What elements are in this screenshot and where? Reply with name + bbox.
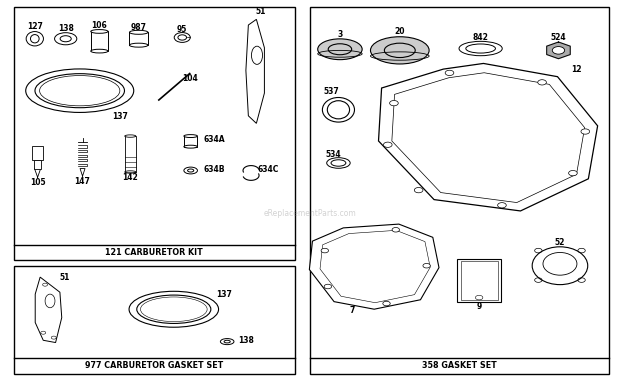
Text: 121 CARBURETOR KIT: 121 CARBURETOR KIT [105,248,203,257]
Polygon shape [379,63,598,211]
Bar [184,136,197,147]
Text: 147: 147 [74,177,91,186]
Polygon shape [309,224,439,309]
Bar [125,136,136,172]
Text: 842: 842 [472,33,489,42]
Text: 537: 537 [323,87,339,96]
Bar [14,7,294,261]
Text: 634A: 634A [203,135,225,144]
Text: 358 GASKET SET: 358 GASKET SET [422,361,497,370]
Bar [14,266,294,374]
Text: 977 CARBURETOR GASKET SET: 977 CARBURETOR GASKET SET [85,361,223,370]
Bar [310,7,609,374]
Circle shape [423,263,430,268]
Text: 95: 95 [177,25,187,34]
Text: 524: 524 [551,33,566,42]
Polygon shape [35,277,62,343]
Circle shape [321,248,329,253]
Text: 3: 3 [337,30,343,38]
Text: 138: 138 [237,336,254,345]
Ellipse shape [317,39,362,60]
Ellipse shape [371,37,429,64]
Text: 142: 142 [122,173,138,182]
Circle shape [389,101,398,106]
Text: 137: 137 [216,290,232,299]
Circle shape [383,301,390,306]
Bar [32,146,43,160]
Bar [457,259,502,302]
Text: 9: 9 [477,302,482,311]
Text: 634C: 634C [258,165,279,174]
Circle shape [569,170,577,176]
Ellipse shape [184,145,197,148]
Text: 138: 138 [58,24,74,34]
Circle shape [581,129,590,134]
Text: 20: 20 [394,27,405,36]
Circle shape [383,142,392,147]
Text: 12: 12 [571,65,582,74]
Circle shape [324,284,332,289]
Bar [34,160,42,168]
Ellipse shape [125,171,136,173]
Text: 534: 534 [326,150,342,159]
Circle shape [552,46,565,54]
Bar [130,32,148,45]
Ellipse shape [91,30,108,33]
Text: 106: 106 [92,21,107,30]
Text: 52: 52 [555,238,565,247]
Ellipse shape [130,43,148,47]
Bar [461,261,498,300]
Text: 105: 105 [30,178,45,187]
Bar [91,32,108,51]
Circle shape [498,203,507,208]
Circle shape [174,32,190,42]
Text: 127: 127 [27,22,43,31]
Text: 137: 137 [112,112,128,121]
Circle shape [414,187,423,193]
Text: 987: 987 [131,23,147,32]
Circle shape [445,70,454,75]
Ellipse shape [91,49,108,53]
Circle shape [538,80,546,85]
Ellipse shape [184,134,197,138]
Text: 104: 104 [182,74,198,83]
Text: 51: 51 [255,7,266,16]
Polygon shape [547,42,570,59]
Text: eReplacementParts.com: eReplacementParts.com [264,209,356,218]
Ellipse shape [125,135,136,137]
Circle shape [392,227,399,232]
Polygon shape [246,19,264,123]
Text: 7: 7 [350,306,355,315]
Ellipse shape [130,30,148,34]
Text: 634B: 634B [203,165,225,174]
Ellipse shape [26,32,43,46]
Ellipse shape [532,247,588,285]
Text: 51: 51 [60,273,70,282]
